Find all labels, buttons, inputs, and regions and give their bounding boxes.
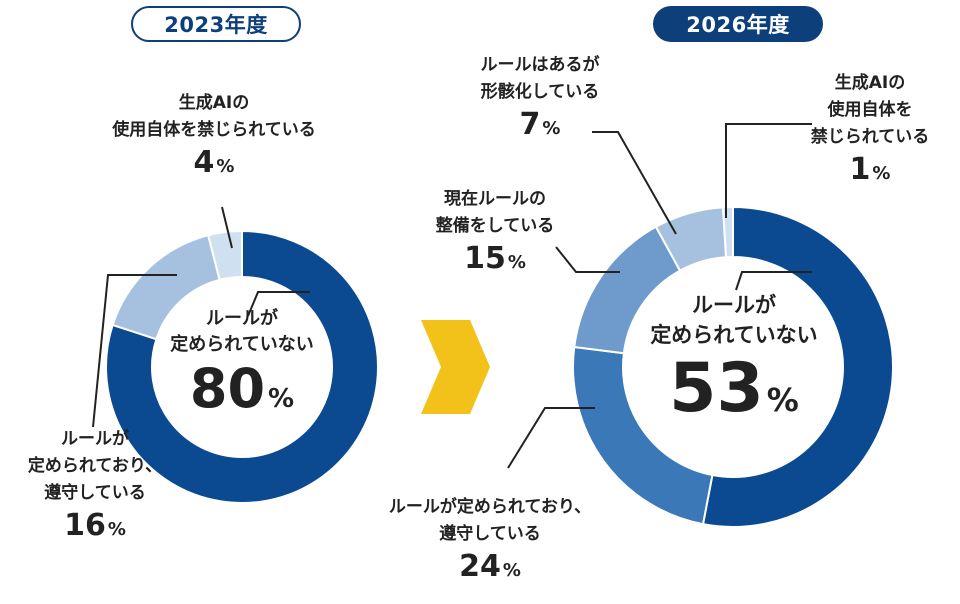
pct-2026-ban: 1% xyxy=(849,152,891,187)
donut-2026-slice-1 xyxy=(701,205,894,528)
pct-2026-center: 53% xyxy=(669,349,799,428)
label-2026-follow: ルールが定められており、 遵守している 24% xyxy=(360,494,620,590)
leader-lines xyxy=(92,123,812,469)
label-2026-formal: ルールはあるが 形骸化している 7% xyxy=(440,52,640,148)
pct-2026-follow: 24% xyxy=(459,549,521,584)
leader-2023-ban xyxy=(221,206,233,249)
label-2026-ban: 生成AIの 使用自体を 禁じられている 1% xyxy=(800,70,940,193)
center-2023: ルールが 定められていない 80% xyxy=(152,306,332,430)
leader-2026-formal xyxy=(592,131,677,235)
leader-2026-ban xyxy=(725,123,812,218)
pct-2026-formal: 7% xyxy=(519,107,561,142)
donut-2023 xyxy=(105,229,379,504)
pct-2023-follow: 16% xyxy=(64,508,126,543)
chevron-arrow-icon xyxy=(421,320,490,414)
pct-2023-center: 80% xyxy=(189,357,295,420)
year-badge-2026: 2026年度 xyxy=(653,6,823,42)
donut-2023-slice-1 xyxy=(105,229,379,504)
leader-2023-follow xyxy=(92,274,177,428)
leader-2023-center xyxy=(247,291,310,317)
label-2023-follow: ルールが 定められており、 遵守している 16% xyxy=(0,426,190,549)
label-2023-ban: 生成AIの 使用自体を禁じられている 4% xyxy=(64,90,364,186)
year-badge-2023: 2023年度 xyxy=(131,6,301,42)
pct-2023-ban: 4% xyxy=(193,145,235,180)
leader-2026-prep xyxy=(555,246,620,273)
donut-2026 xyxy=(572,205,894,528)
donut-2023-slice-3 xyxy=(206,229,243,282)
pct-2026-prep: 15% xyxy=(464,241,526,276)
label-2026-prep: 現在ルールの 整備をしている 15% xyxy=(400,186,590,282)
center-2026: ルールが 定められていない 53% xyxy=(624,290,844,439)
leader-2026-center xyxy=(735,271,812,291)
leader-2026-follow xyxy=(507,407,595,469)
